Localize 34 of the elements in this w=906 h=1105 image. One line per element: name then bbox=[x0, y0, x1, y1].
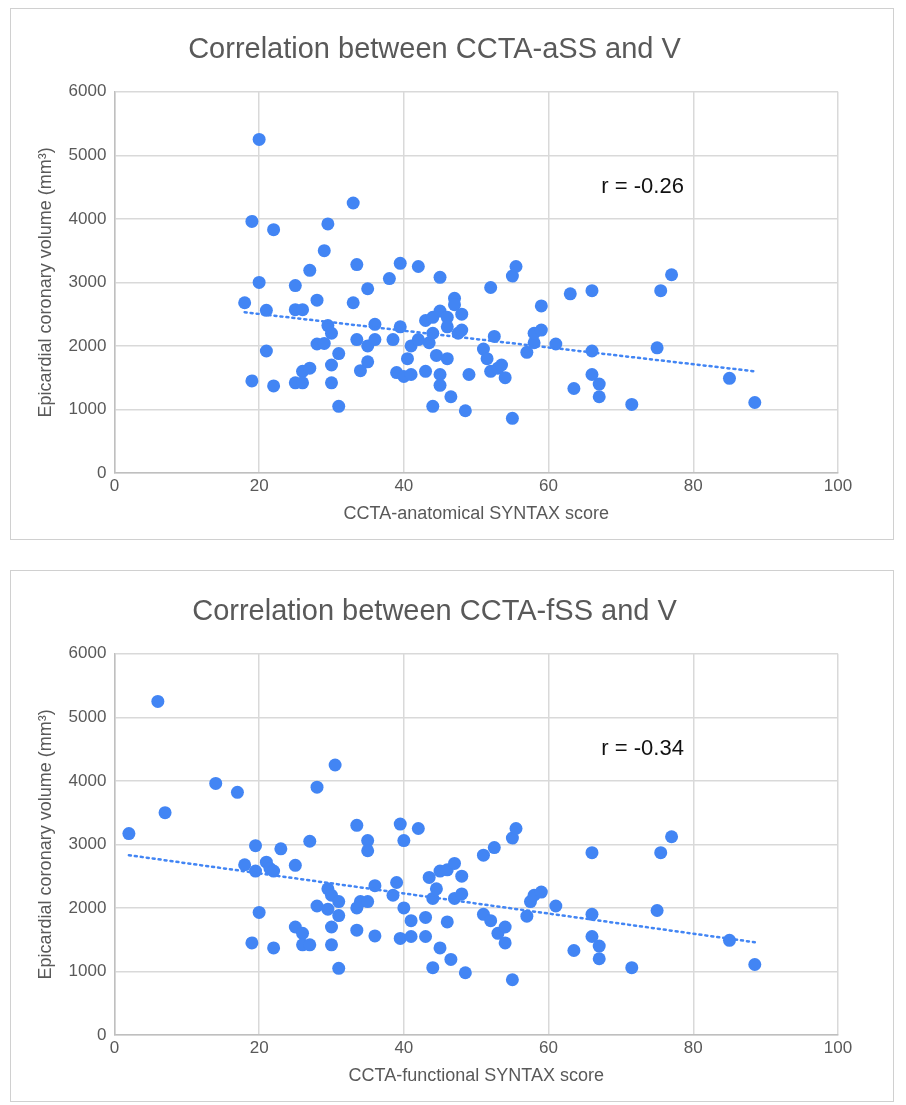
x-tick-label: 20 bbox=[249, 475, 269, 495]
x-tick-label: 60 bbox=[539, 475, 559, 495]
annotation: r = -0.26 bbox=[601, 173, 684, 199]
y-tick-label: 3000 bbox=[68, 272, 107, 292]
y-tick-label: 0 bbox=[96, 462, 107, 482]
y-tick-label: 4000 bbox=[68, 770, 107, 790]
y-axis-title: Epicardial coronary volume (mm³) bbox=[34, 709, 55, 980]
y-tick-label: 3000 bbox=[68, 834, 107, 854]
x-tick-label: 0 bbox=[109, 475, 120, 495]
x-tick-label: 80 bbox=[683, 1037, 703, 1057]
chart-title: Correlation between CCTA-aSS and V bbox=[188, 32, 682, 65]
x-tick-label: 100 bbox=[823, 475, 853, 495]
y-tick-label: 2000 bbox=[68, 335, 107, 355]
y-tick-label: 0 bbox=[96, 1024, 107, 1044]
x-axis-title: CCTA-anatomical SYNTAX score bbox=[343, 503, 609, 524]
x-tick-label: 40 bbox=[394, 475, 414, 495]
y-tick-label: 2000 bbox=[68, 897, 107, 917]
annotation: r = -0.34 bbox=[601, 735, 684, 761]
y-tick-label: 1000 bbox=[68, 399, 107, 419]
y-axis-title: Epicardial coronary volume (mm³) bbox=[34, 147, 55, 418]
y-tick-label: 5000 bbox=[68, 145, 107, 165]
y-tick-label: 1000 bbox=[68, 961, 107, 981]
x-tick-label: 80 bbox=[683, 475, 703, 495]
y-tick-label: 5000 bbox=[68, 707, 107, 727]
x-tick-label: 40 bbox=[394, 1037, 414, 1057]
y-tick-label: 4000 bbox=[68, 208, 107, 228]
x-axis-title: CCTA-functional SYNTAX score bbox=[348, 1065, 604, 1086]
x-tick-label: 100 bbox=[823, 1037, 853, 1057]
x-tick-label: 0 bbox=[109, 1037, 120, 1057]
y-tick-label: 6000 bbox=[68, 81, 107, 101]
x-tick-label: 20 bbox=[249, 1037, 269, 1057]
chart-title: Correlation between CCTA-fSS and V bbox=[192, 594, 678, 627]
x-tick-label: 60 bbox=[539, 1037, 559, 1057]
y-tick-label: 6000 bbox=[68, 643, 107, 663]
